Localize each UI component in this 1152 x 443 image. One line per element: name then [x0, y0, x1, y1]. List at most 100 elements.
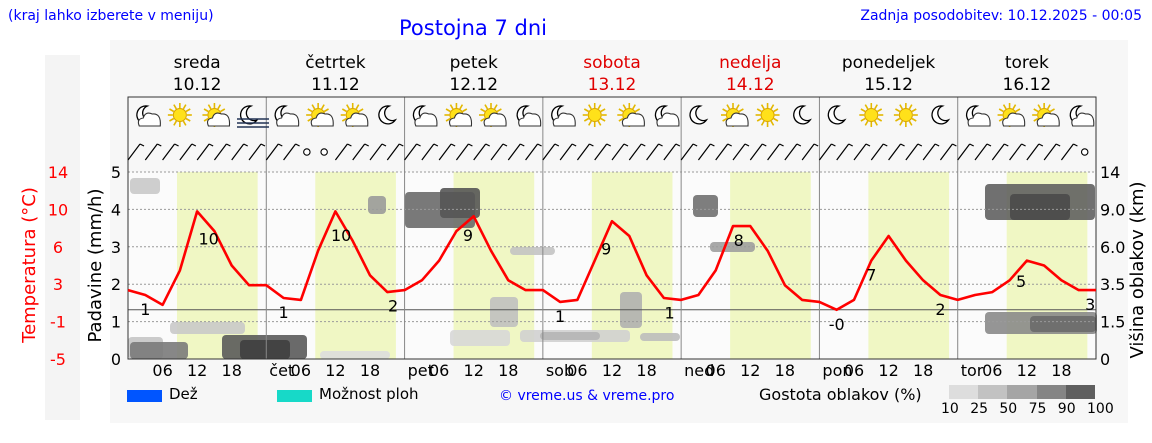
- sun-ray: [173, 104, 178, 110]
- wind-barb: [196, 143, 214, 161]
- sun-core: [172, 108, 187, 122]
- wind-barb: [369, 143, 387, 161]
- sun-ray: [864, 120, 869, 126]
- region-hint[interactable]: (kraj lahko izberete v meniju): [8, 8, 214, 24]
- wind-shaft: [611, 143, 625, 161]
- cloud-height-tick-label: 14: [1100, 163, 1120, 182]
- wind-shaft: [213, 143, 227, 161]
- temperature-label: 8: [734, 231, 744, 250]
- sun-ray: [735, 104, 740, 110]
- last-updated: Zadnja posodobitev: 10.12.2025 - 00:05: [860, 8, 1142, 24]
- wind-barb: [715, 143, 732, 161]
- cloud-density-cell: [1036, 385, 1066, 399]
- wind-feather: [260, 143, 266, 147]
- hour-tick-label: 06: [706, 361, 726, 380]
- wind-barb: [542, 143, 560, 161]
- wind-feather: [399, 143, 404, 147]
- wind-barb: [767, 143, 784, 161]
- sun-icon: [893, 103, 918, 127]
- sun-ray: [908, 104, 913, 110]
- wind-barb: [213, 143, 231, 161]
- day-axis-label: tor: [961, 361, 984, 380]
- wind-shaft: [334, 143, 348, 161]
- wind-shaft: [525, 143, 539, 161]
- cloud-patch: [368, 196, 386, 214]
- wind-shaft: [784, 143, 798, 161]
- hour-tick-label: 06: [567, 361, 587, 380]
- wind-shaft: [404, 143, 418, 161]
- temp-tick-label: 14: [48, 163, 68, 182]
- hour-tick-label: 12: [740, 361, 760, 380]
- sun-core: [760, 108, 775, 122]
- wind-shaft: [438, 143, 452, 161]
- moon-icon: [378, 105, 398, 125]
- cloud-shape: [552, 112, 576, 127]
- day-axis-label: ned: [684, 361, 714, 380]
- sun-ray: [355, 104, 360, 110]
- cloud-patch: [240, 340, 290, 359]
- wind-barb: [957, 143, 974, 161]
- wind-barb: [162, 143, 179, 161]
- wind-shaft: [836, 143, 850, 161]
- wind-feather: [139, 143, 145, 147]
- wind-barb: [490, 143, 508, 161]
- calm-wind-marker: [303, 148, 311, 156]
- cloud-shape: [414, 112, 438, 127]
- temp-tick-label: -1: [50, 313, 66, 332]
- wind-feather: [1055, 143, 1061, 147]
- wind-shaft: [507, 143, 521, 161]
- wind-feather: [848, 143, 853, 147]
- temperature-label: 5: [1016, 272, 1026, 291]
- cloud-patch: [130, 342, 188, 359]
- sun-ray: [899, 120, 904, 126]
- cloud-patch: [440, 188, 480, 218]
- moon-shape: [827, 105, 847, 125]
- wind-barb: [974, 143, 992, 161]
- sun-ray: [323, 108, 329, 113]
- sun-ray: [597, 104, 602, 110]
- wind-barb: [922, 143, 940, 161]
- wind-shaft: [455, 143, 469, 161]
- sun-ray: [618, 108, 624, 113]
- wind-feather: [883, 143, 888, 147]
- sun-ray: [493, 104, 498, 110]
- moon-cloud-icon: [654, 105, 680, 127]
- wind-barb: [179, 143, 197, 161]
- sun-ray: [874, 120, 878, 126]
- temperature-line: [127, 210, 1096, 312]
- sun-ray: [1033, 117, 1039, 122]
- wind-shaft: [490, 143, 504, 161]
- moon-cloud-icon: [1069, 105, 1095, 127]
- sun-ray: [307, 117, 313, 122]
- cloud-density-cell: [1007, 385, 1037, 399]
- sun-icon: [859, 103, 884, 127]
- wind-feather: [502, 143, 508, 147]
- wind-feather: [381, 143, 387, 147]
- wind-shaft: [1026, 143, 1040, 161]
- cloud-density-cell: [949, 385, 979, 399]
- cloud-density-tick: 25: [970, 401, 989, 417]
- wind-barb: [231, 143, 248, 161]
- calm-wind-marker: [1080, 148, 1089, 156]
- sun-cloud-icon: [721, 103, 749, 127]
- wind-barb: [283, 143, 300, 161]
- wind-feather: [986, 143, 992, 147]
- sun-ray: [1049, 108, 1055, 113]
- sun-ray: [480, 117, 486, 122]
- cloud-height-axis-title: Višina oblakov (km): [1127, 181, 1148, 358]
- sun-ray: [895, 117, 901, 122]
- temperature-label: 3: [1085, 295, 1095, 314]
- sun-ray: [307, 108, 313, 113]
- precip-tick-label: 3: [111, 238, 121, 257]
- credit-link[interactable]: © vreme.us & vreme.pro: [499, 388, 675, 404]
- day-name: torek: [1005, 53, 1049, 73]
- wind-shaft: [1043, 143, 1057, 161]
- day-date: 12.12: [449, 75, 498, 95]
- wind-barb: [438, 143, 456, 161]
- sun-ray: [588, 120, 592, 126]
- wind-barb: [576, 143, 594, 161]
- wind-shaft: [922, 143, 936, 161]
- wind-feather: [1021, 143, 1026, 147]
- sun-ray: [169, 117, 175, 122]
- cloud-shape: [276, 112, 300, 127]
